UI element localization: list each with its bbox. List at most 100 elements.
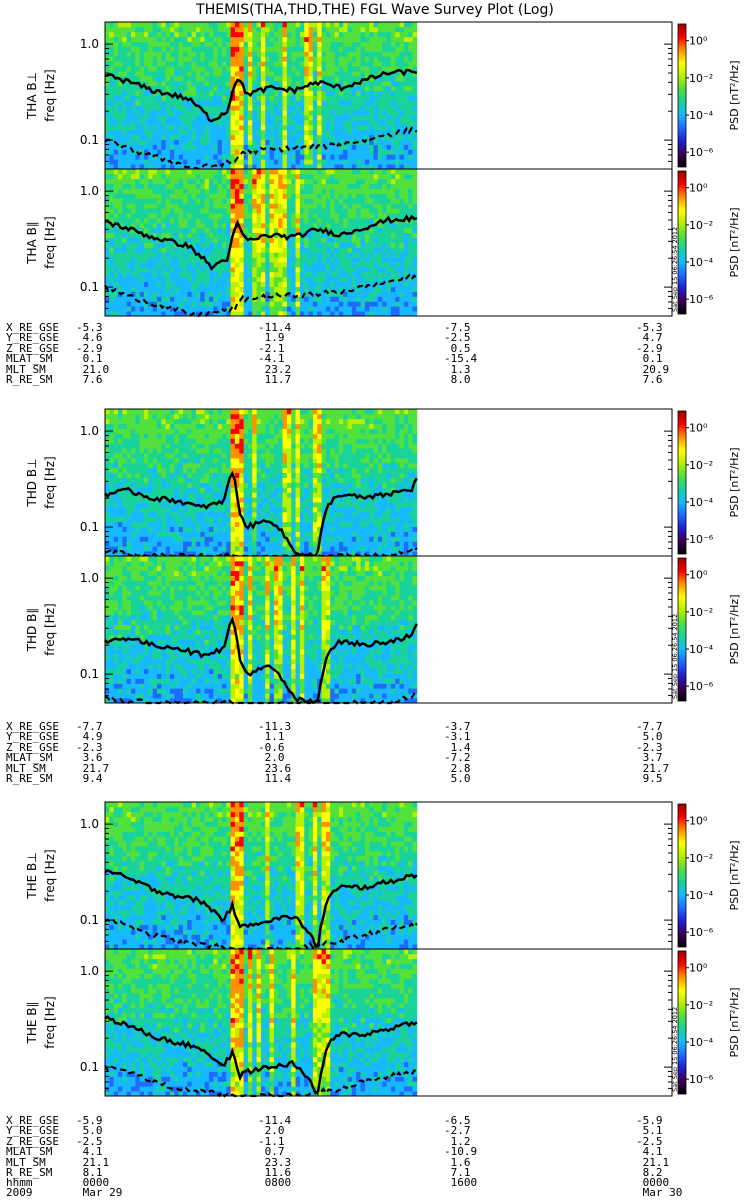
colorbar-tick-label: 10⁻⁶ — [689, 680, 714, 693]
ephemeris-value: -5.9 — [636, 1114, 663, 1127]
colorbar-tick-label: 10⁻⁶ — [689, 533, 714, 546]
colorbar-tick-label: 10⁻² — [689, 999, 713, 1012]
ephemeris-value: -10.9 — [444, 1145, 478, 1159]
colorbar-tick-label: 10⁰ — [689, 815, 708, 828]
median-frequency-line — [104, 68, 418, 123]
panel-label: THD B∥ — [25, 608, 39, 653]
ephemeris-value: 21.7 — [76, 761, 110, 775]
median-frequency-line — [104, 1015, 418, 1095]
ephemeris-value: 1.9 — [258, 331, 285, 345]
ephemeris-value: -7.7 — [76, 720, 103, 733]
colorbar-tick-label: 10⁻² — [689, 219, 713, 232]
y-tick-label: 1.0 — [80, 424, 99, 438]
ephemeris-value: 21.1 — [76, 1155, 110, 1169]
ephemeris-value: -11.4 — [258, 321, 292, 334]
colorbar-tick-label: 10⁻² — [689, 852, 713, 865]
ephemeris-value: 21.1 — [636, 1155, 670, 1169]
y-tick-label: 1.0 — [80, 37, 99, 51]
ephemeris-value: 3.6 — [76, 751, 103, 765]
spectrogram-cells — [105, 802, 418, 950]
colorbar-tick-label: 10⁻² — [689, 72, 713, 85]
spectrogram-panel-thd-perp: 1.0 0.1 freq [Hz] THD B⊥ 10⁰ 10⁻² 10⁻⁴ 10⁻⁶ PSD … — [25, 408, 741, 558]
ephemeris-value: -7.5 — [444, 321, 471, 334]
ephemeris-value: 9.4 — [76, 771, 103, 785]
panel-label: THE B⊥ — [25, 852, 39, 899]
y-tick-label: 0.1 — [80, 667, 99, 681]
colorbar-tick-label: 10⁰ — [689, 569, 708, 582]
colorbar: 10⁰ 10⁻² 10⁻⁴ 10⁻⁶ PSD [nT²/Hz] — [677, 170, 741, 315]
y-tick-label: 0.1 — [80, 913, 99, 927]
median-frequency-line — [104, 868, 418, 949]
ephemeris-value: 4.6 — [76, 331, 103, 345]
ephemeris-row-name: X_RE_GSE — [6, 1114, 59, 1127]
spectrogram-cells — [105, 409, 418, 557]
ephemeris-value: 1.2 — [444, 1134, 471, 1148]
y-axis-label: freq [Hz] — [43, 216, 57, 268]
colorbar-tick-label: 10⁻⁶ — [689, 146, 714, 159]
ephemeris-value: 2.0 — [258, 751, 285, 765]
ephemeris-value: -2.7 — [444, 1124, 471, 1138]
ephemeris-value: -7.7 — [636, 720, 663, 733]
ephemeris-value: -2.1 — [258, 341, 285, 355]
ephemeris-value: 3.7 — [636, 751, 663, 765]
ephemeris-value: 23.2 — [258, 362, 292, 376]
spectrogram-panel-the-par: 1.0 0.1 freq [Hz] THE B∥ 10⁰ 10⁻² 10⁻⁴ 10⁻⁶ PSD … — [25, 948, 741, 1098]
colorbar-tick-label: 10⁻² — [689, 606, 713, 619]
panel-frame — [104, 555, 673, 704]
ephemeris-value: -0.6 — [258, 740, 285, 754]
y-axis-label: freq [Hz] — [43, 69, 57, 121]
ephemeris-value: 0.5 — [444, 341, 471, 355]
time-tick-label: 0000 — [636, 1176, 670, 1189]
ephemeris-row-name: Z_RE_GSE — [6, 740, 59, 754]
ephemeris-value: -15.4 — [444, 352, 478, 366]
y-tick-label: 1.0 — [80, 964, 99, 978]
ephemeris-value: 8.0 — [444, 372, 471, 386]
ephemeris-value: 5.0 — [444, 771, 471, 785]
colorbar-label: PSD [nT²/Hz] — [728, 840, 741, 910]
spectrogram-cells — [105, 949, 418, 1097]
ephemeris-row-name: Y_RE_GSE — [6, 1124, 59, 1138]
ephemeris-value: 8.2 — [636, 1165, 663, 1179]
colorbar-label: PSD [nT²/Hz] — [728, 207, 741, 277]
ephemeris-value: 5.0 — [76, 1124, 103, 1138]
spectrogram-panel-thd-par: 1.0 0.1 freq [Hz] THD B∥ 10⁰ 10⁻² 10⁻⁴ 10⁻⁶ PSD … — [25, 555, 741, 705]
y-axis-label: freq [Hz] — [43, 456, 57, 508]
panel-frame — [104, 168, 673, 317]
time-axis-row-name: 2009 — [6, 1186, 33, 1200]
median-frequency-line — [104, 470, 418, 558]
ephemeris-value: 21.0 — [76, 362, 110, 376]
ephemeris-value: 23.3 — [258, 1155, 292, 1169]
spectrogram-panel-tha-perp: 1.0 0.1 freq [Hz] THA B⊥ 10⁰ 10⁻² 10⁻⁴ 10⁻⁶ PSD … — [25, 21, 741, 171]
ephemeris-value: 7.6 — [76, 372, 103, 386]
panel-label: THA B⊥ — [25, 72, 39, 120]
colorbar-label: PSD [nT²/Hz] — [728, 987, 741, 1057]
ephemeris-value: -4.1 — [258, 352, 285, 366]
ephemeris-value: 11.4 — [258, 771, 292, 785]
ephemeris-value: 4.9 — [76, 730, 103, 744]
y-axis-label: freq [Hz] — [43, 849, 57, 901]
ephemeris-row-name: MLAT_SM — [6, 1145, 53, 1159]
ephemeris-value: 1.6 — [444, 1155, 471, 1169]
ephemeris-value: 4.7 — [636, 331, 663, 345]
y-axis-label: freq [Hz] — [43, 603, 57, 655]
ephemeris-value: 2.0 — [258, 1124, 285, 1138]
spectrogram-panel-tha-par: 1.0 0.1 freq [Hz] THA B∥ 10⁰ 10⁻² 10⁻⁴ 10⁻⁶ PSD … — [25, 168, 741, 318]
ephemeris-value: 0.7 — [258, 1145, 285, 1159]
ephemeris-value: 2.8 — [444, 761, 471, 775]
generation-timestamp: Sat Sep 15 06:26:54 2012 — [671, 227, 679, 312]
ephemeris-value: 0.1 — [636, 352, 663, 366]
y-tick-label: 1.0 — [80, 571, 99, 585]
colorbar-tick-label: 10⁻⁴ — [689, 256, 714, 269]
ephemeris-value: 7.6 — [636, 372, 663, 386]
ephemeris-row-name: R_RE_SM — [6, 1165, 53, 1179]
ephemeris-value: 1.4 — [444, 740, 471, 754]
time-tick-label: Mar 29 — [76, 1186, 123, 1200]
panel-label: THE B∥ — [25, 1002, 39, 1045]
ephemeris-row-name: X_RE_GSE — [6, 720, 59, 733]
lower-frequency-line — [104, 126, 418, 171]
ephemeris-value: 11.7 — [258, 372, 292, 386]
colorbar: 10⁰ 10⁻² 10⁻⁴ 10⁻⁶ PSD [nT²/Hz] — [677, 557, 741, 702]
y-tick-label: 0.1 — [80, 133, 99, 147]
panel-label: THD B⊥ — [25, 458, 39, 507]
ephemeris-value: -2.5 — [636, 1134, 663, 1148]
